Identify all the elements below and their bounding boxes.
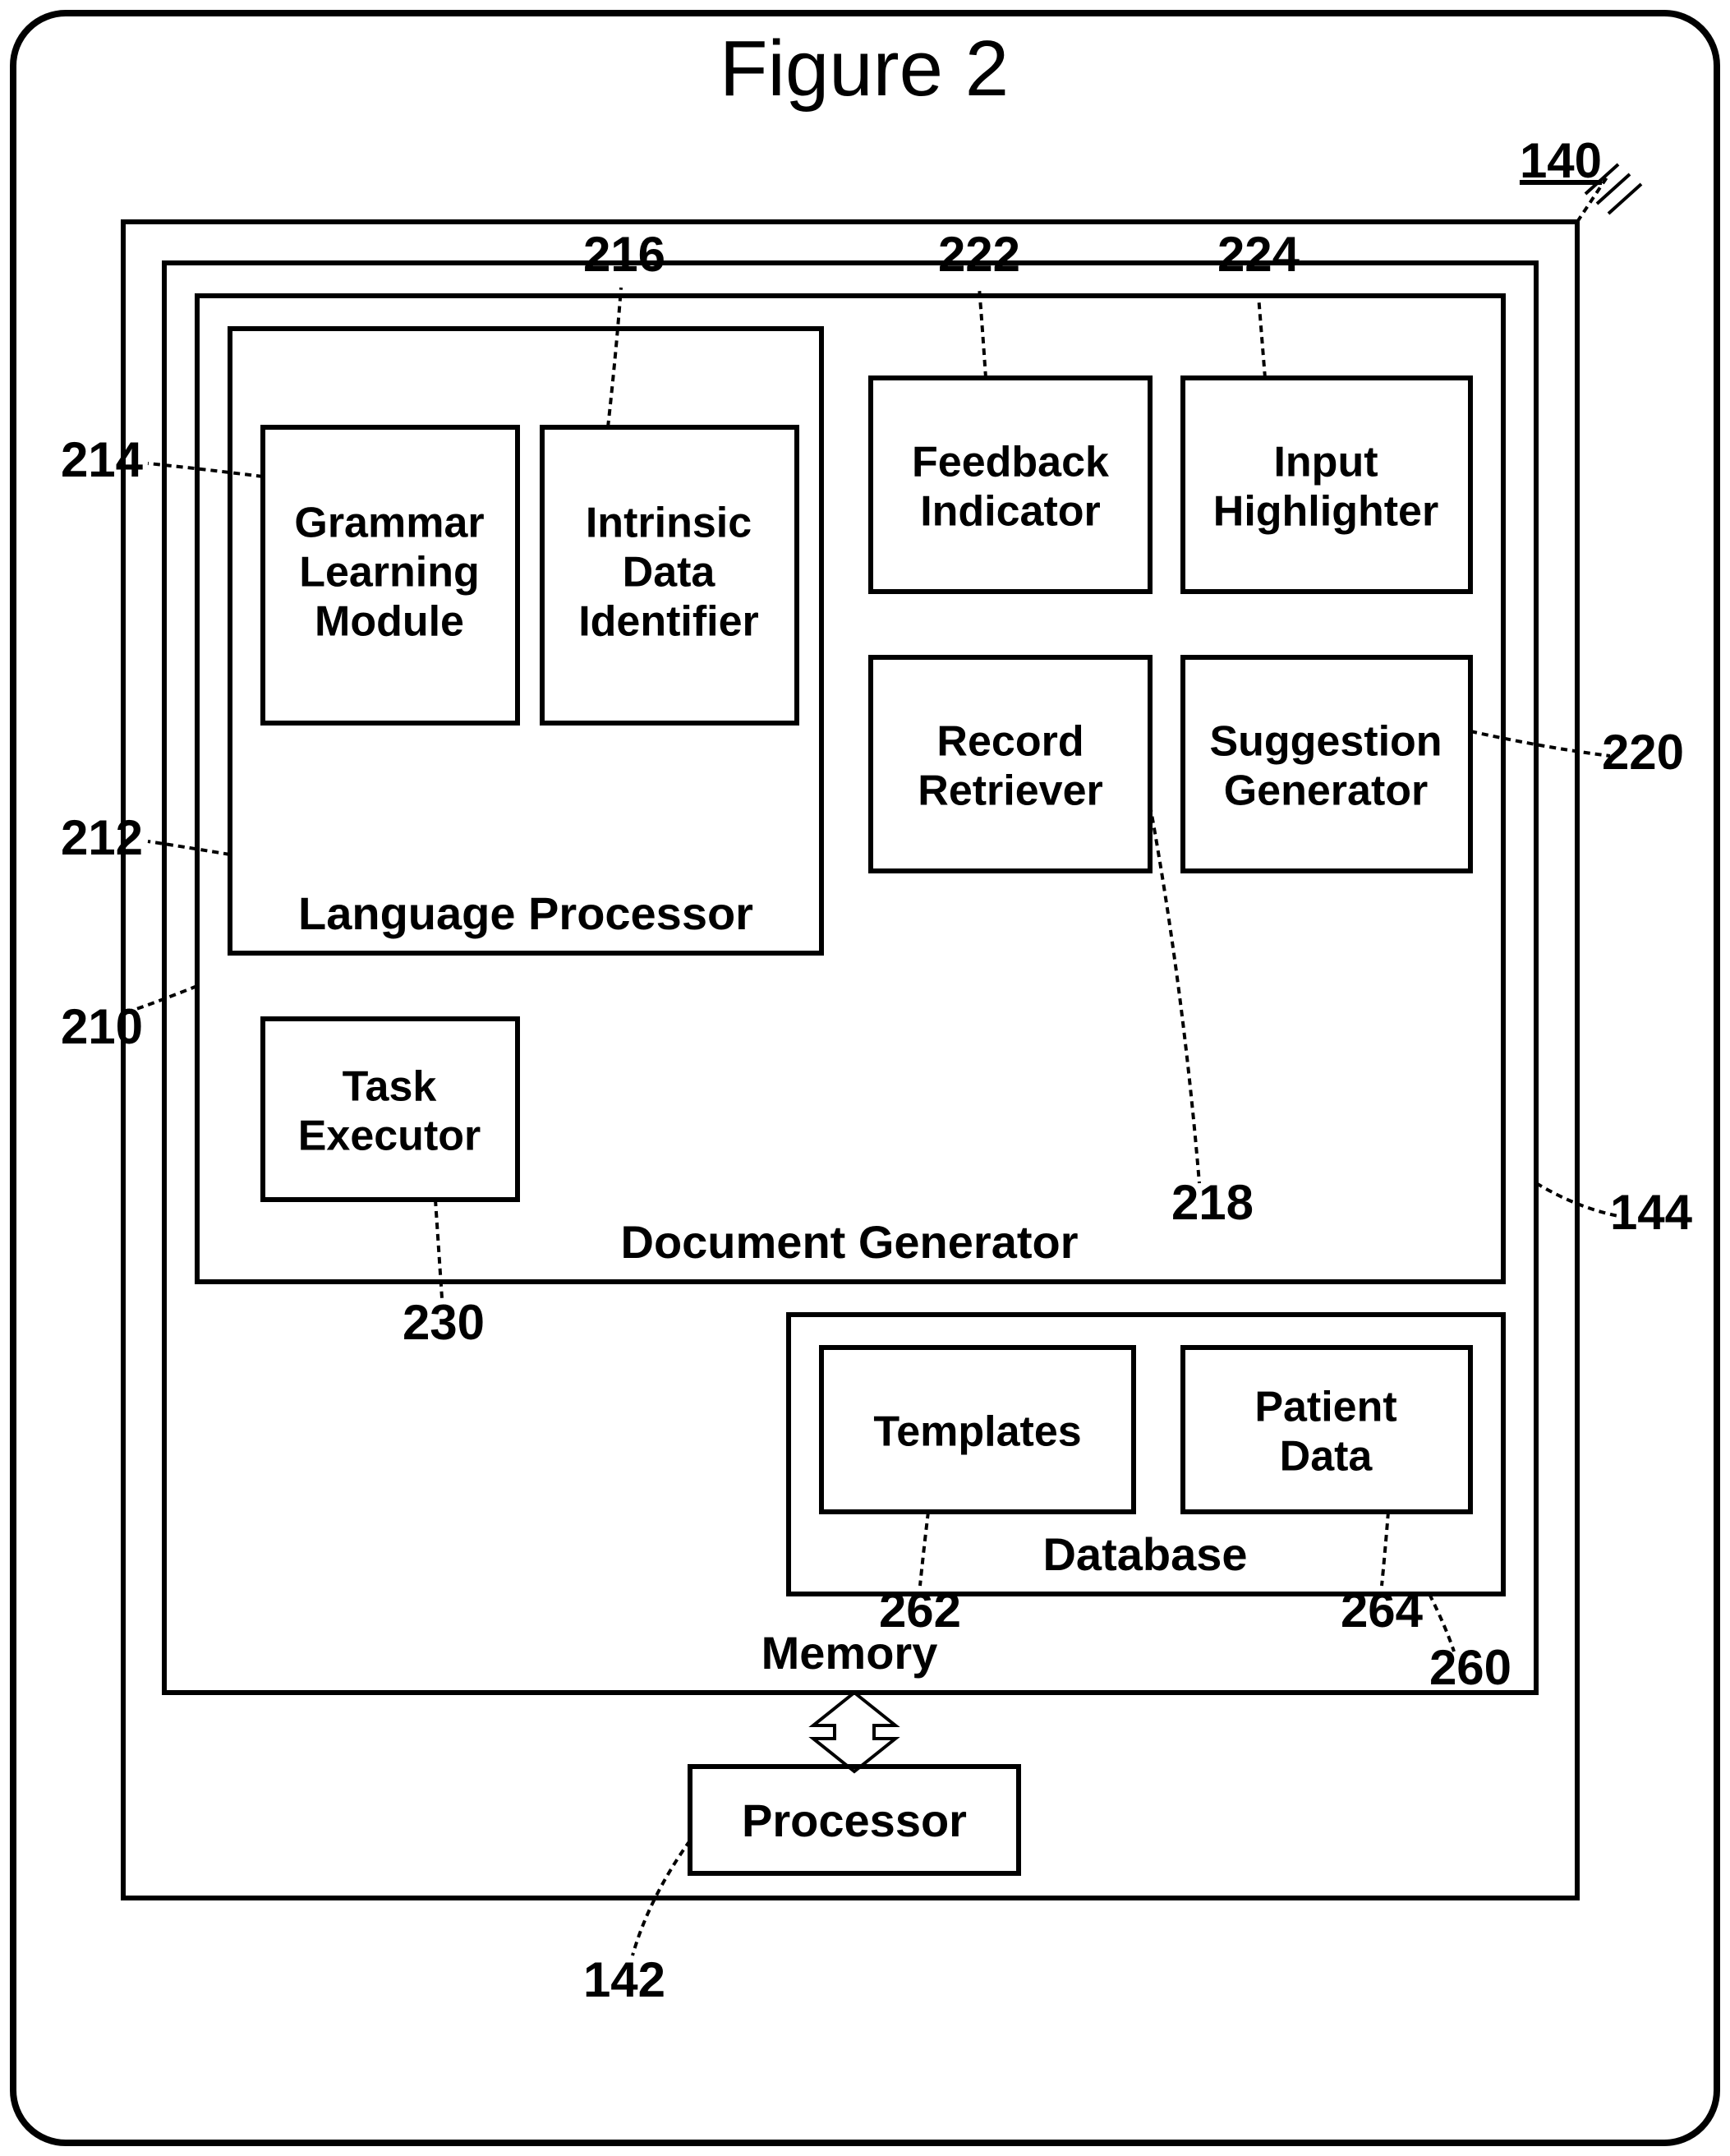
ref-212: 212 xyxy=(61,810,143,865)
record-l2: Retriever xyxy=(918,767,1102,815)
ref-144: 144 xyxy=(1610,1185,1693,1240)
intrinsic-l1: Intrinsic xyxy=(586,500,752,547)
ref-216: 216 xyxy=(583,227,665,282)
input-hl-l1: Input xyxy=(1273,439,1378,486)
ref-262: 262 xyxy=(879,1582,961,1638)
ref-210: 210 xyxy=(61,999,143,1054)
grammar-l2: Learning xyxy=(299,549,480,597)
diagram-canvas: Figure 2 Memory Document Generator Langu… xyxy=(0,0,1730,2156)
double-arrow xyxy=(813,1693,895,1771)
task-l1: Task xyxy=(343,1063,437,1111)
grammar-l3: Module xyxy=(315,598,464,646)
doc-gen-label: Document Generator xyxy=(621,1216,1079,1268)
intrinsic-l3: Identifier xyxy=(578,598,759,646)
ref-264: 264 xyxy=(1341,1582,1424,1638)
figure-title: Figure 2 xyxy=(720,25,1009,113)
input-hl-l2: Highlighter xyxy=(1213,488,1438,536)
ref-224: 224 xyxy=(1217,227,1300,282)
record-l1: Record xyxy=(936,718,1084,766)
ref-222: 222 xyxy=(938,227,1020,282)
ref-220: 220 xyxy=(1602,725,1684,780)
ref-142: 142 xyxy=(583,1952,665,2007)
lang-proc-label: Language Processor xyxy=(298,887,753,939)
processor-label: Processor xyxy=(742,1794,967,1846)
ref-140: 140 xyxy=(1520,133,1602,188)
ref-260: 260 xyxy=(1429,1640,1511,1695)
ref-218: 218 xyxy=(1171,1175,1254,1230)
database-label: Database xyxy=(1042,1528,1247,1580)
suggestion-l2: Generator xyxy=(1224,767,1429,815)
ref-230: 230 xyxy=(403,1295,485,1350)
ref-214: 214 xyxy=(61,432,144,487)
templates-label: Templates xyxy=(873,1408,1081,1456)
grammar-l1: Grammar xyxy=(294,500,484,547)
feedback-l1: Feedback xyxy=(912,439,1109,486)
patient-l1: Patient xyxy=(1254,1384,1396,1431)
intrinsic-l2: Data xyxy=(623,549,716,597)
suggestion-l1: Suggestion xyxy=(1209,718,1442,766)
feedback-l2: Indicator xyxy=(920,488,1101,536)
task-l2: Executor xyxy=(298,1113,481,1160)
patient-l2: Data xyxy=(1280,1433,1373,1481)
